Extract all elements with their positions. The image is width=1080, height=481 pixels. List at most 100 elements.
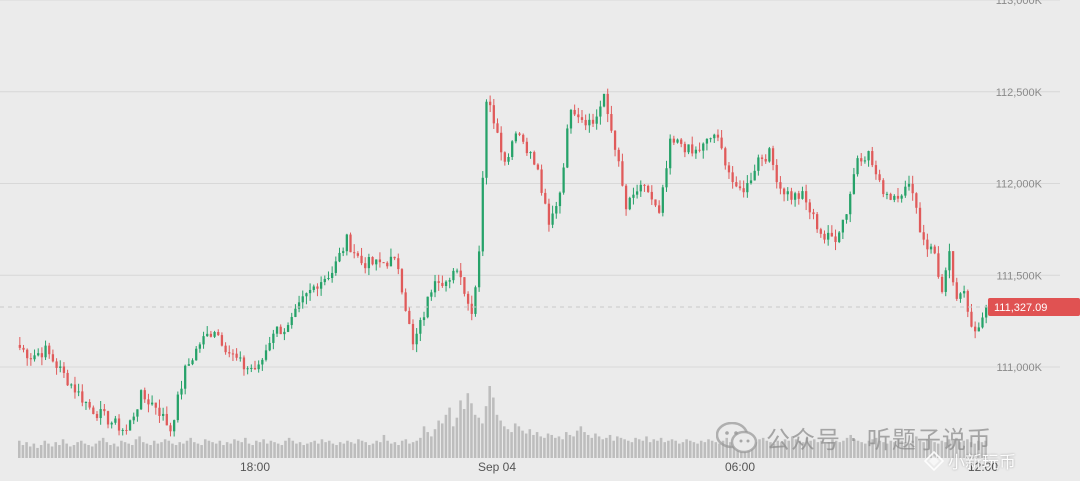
candle-body bbox=[275, 326, 279, 334]
candle-body bbox=[250, 367, 253, 369]
candle bbox=[92, 405, 95, 415]
candle bbox=[911, 175, 914, 201]
volume-bar bbox=[444, 414, 448, 458]
candle-body bbox=[114, 418, 117, 423]
volume-bar bbox=[648, 442, 652, 458]
candle-body bbox=[485, 101, 488, 178]
candle bbox=[646, 184, 650, 194]
candle bbox=[804, 184, 808, 211]
candle-body bbox=[834, 236, 837, 243]
candle bbox=[437, 274, 440, 291]
candle bbox=[702, 142, 705, 159]
x-tick-label: 06:00 bbox=[725, 460, 755, 474]
volume-bar bbox=[295, 443, 298, 458]
volume-bar bbox=[820, 440, 823, 458]
volume-bar bbox=[885, 443, 889, 458]
candle-body bbox=[389, 256, 393, 267]
candle-body bbox=[602, 93, 606, 107]
candle-body bbox=[66, 372, 69, 386]
candle-body bbox=[731, 172, 734, 183]
candle bbox=[933, 244, 936, 255]
volume-bar bbox=[375, 440, 378, 458]
candle-body bbox=[430, 292, 433, 297]
candle-body bbox=[511, 141, 514, 158]
volume-bar bbox=[47, 443, 50, 458]
candle-body bbox=[951, 251, 955, 283]
candle bbox=[955, 277, 958, 301]
candle-body bbox=[922, 232, 925, 240]
volume-bar bbox=[973, 443, 976, 458]
volume-bar bbox=[812, 439, 816, 458]
candle bbox=[724, 146, 727, 170]
candle-body bbox=[338, 252, 341, 262]
candle-body bbox=[489, 101, 492, 106]
candle-body bbox=[646, 185, 650, 192]
candle bbox=[444, 280, 448, 292]
candle-body bbox=[26, 349, 29, 359]
candle-body bbox=[415, 333, 418, 345]
candle bbox=[874, 160, 878, 180]
candle bbox=[176, 391, 179, 423]
candle bbox=[367, 253, 371, 276]
candle bbox=[929, 243, 933, 254]
candle bbox=[161, 407, 165, 421]
volume-bar bbox=[889, 440, 893, 458]
candle bbox=[775, 159, 778, 189]
candle bbox=[136, 409, 139, 422]
candle bbox=[132, 412, 135, 425]
candle-body bbox=[496, 123, 499, 133]
volume-bar bbox=[54, 442, 58, 458]
volume-bar bbox=[317, 443, 320, 458]
candle-body bbox=[632, 194, 635, 198]
candle-body bbox=[40, 353, 44, 358]
candle bbox=[246, 366, 249, 375]
candle bbox=[533, 150, 536, 166]
volume-bar bbox=[630, 442, 634, 458]
candle bbox=[477, 245, 481, 292]
volume-bar bbox=[524, 433, 528, 458]
candle-body bbox=[860, 158, 863, 162]
volume-bar bbox=[276, 443, 280, 458]
volume-bar bbox=[25, 442, 28, 458]
candle bbox=[492, 98, 495, 130]
candle bbox=[470, 295, 473, 321]
volume-bar bbox=[61, 439, 65, 458]
y-tick-label: 112,000K bbox=[996, 179, 1043, 191]
candle-body bbox=[400, 269, 404, 293]
candle-body bbox=[926, 239, 929, 250]
volume-bar bbox=[816, 442, 820, 458]
candle bbox=[871, 146, 874, 168]
candle-body bbox=[577, 114, 580, 118]
candle-body bbox=[654, 199, 657, 206]
volume-bar bbox=[652, 439, 656, 458]
volume-bar bbox=[397, 445, 400, 458]
candle bbox=[819, 227, 822, 238]
candle bbox=[55, 358, 58, 375]
candle bbox=[827, 225, 830, 246]
candle bbox=[632, 187, 635, 205]
candle-body bbox=[944, 270, 947, 292]
candle-body bbox=[705, 138, 709, 144]
candle bbox=[624, 183, 628, 216]
candle-body bbox=[455, 270, 459, 272]
volume-bar bbox=[678, 443, 681, 458]
candle-body bbox=[316, 286, 319, 289]
volume-bar bbox=[72, 445, 76, 458]
volume-bar bbox=[404, 439, 408, 458]
candle bbox=[73, 376, 77, 399]
volume-bar bbox=[510, 432, 513, 458]
candle-body bbox=[382, 262, 385, 264]
volume-bar bbox=[506, 429, 510, 458]
candle-body bbox=[279, 326, 282, 335]
volume-bar bbox=[758, 439, 761, 458]
candle bbox=[885, 191, 889, 200]
candle-body bbox=[948, 251, 951, 271]
candle bbox=[191, 358, 194, 366]
candle-body bbox=[536, 164, 540, 170]
candle bbox=[433, 274, 437, 298]
candle-body bbox=[680, 139, 683, 144]
volume-bar bbox=[123, 442, 127, 458]
volume-bar bbox=[619, 437, 623, 458]
